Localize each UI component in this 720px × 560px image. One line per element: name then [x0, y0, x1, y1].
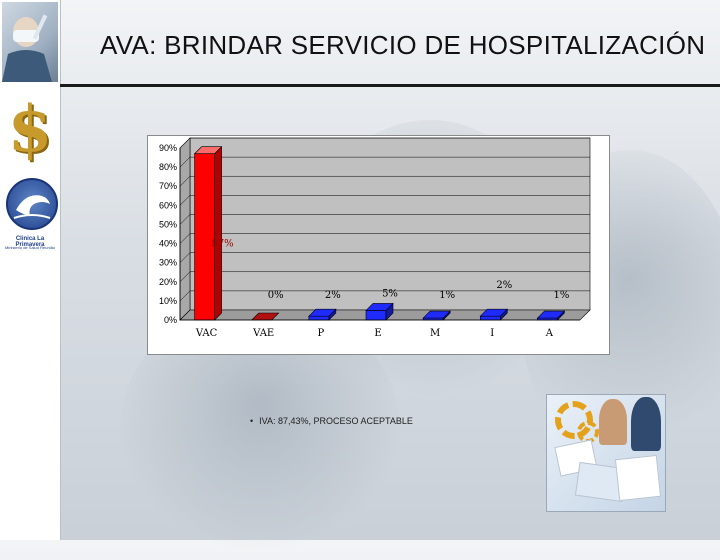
y-tick-label: 10% [159, 296, 177, 306]
data-label: 0% [268, 290, 284, 301]
x-tick-label: I [490, 328, 494, 339]
gridline-side [179, 156, 191, 168]
bar-p [308, 315, 330, 321]
bar-side-vac [214, 146, 222, 321]
data-label: 2% [325, 290, 341, 301]
summary-text: IVA: 87,43%, PROCESO ACEPTABLE [259, 416, 413, 426]
bar-top-m [422, 310, 451, 319]
y-tick-label: 30% [159, 258, 177, 268]
gridline-side [179, 252, 191, 263]
gridline-side [179, 290, 191, 302]
y-tick-label: 90% [159, 143, 177, 153]
bar-top-p [308, 308, 337, 317]
gridline-side [179, 214, 191, 225]
data-label: 1% [553, 290, 569, 301]
doctor-illustration-icon [2, 14, 52, 82]
y-tick-label: 80% [159, 162, 177, 172]
clinic-logo: Clinica La Primavera Ministerio de Salud… [2, 176, 58, 262]
person-figure-woman [599, 399, 627, 445]
bar-top-a [536, 310, 566, 319]
y-tick-label: 60% [159, 200, 177, 210]
clinic-logo-name: Clinica La Primavera [15, 236, 45, 248]
title-underline [60, 84, 720, 87]
x-tick-label: VAE [252, 328, 274, 339]
gridline-side [179, 176, 191, 187]
x-tick-label: E [374, 328, 381, 339]
bar-chart-canvas: 0% 10% 20% 30% 40% 50% 60% 70% 80% 90% VAC 87% VAE 0%… [159, 137, 591, 339]
page-title: AVA: BRINDAR SERVICIO DE HOSPITALIZACIÓN [100, 30, 706, 60]
gridline-side [179, 137, 191, 149]
bar-top-vac [193, 146, 223, 155]
x-tick-label: A [545, 328, 554, 339]
dollar-sign-image: $ [2, 90, 58, 170]
y-tick-label: 50% [159, 219, 177, 229]
gear-icon [555, 401, 593, 439]
bar-top-e [365, 303, 394, 311]
dolphin-logo-icon [6, 178, 58, 230]
data-label: 1% [439, 290, 455, 301]
person-figure-man [631, 397, 661, 451]
bar-vac [194, 153, 215, 321]
bar-chart: 0% 10% 20% 30% 40% 50% 60% 70% 80% 90% VAC 87% VAE 0%… [147, 135, 610, 355]
gridline-side [179, 271, 191, 282]
x-tick-label: VAC [195, 328, 218, 339]
dollar-icon: $ [7, 92, 53, 167]
x-tick-label: M [430, 328, 440, 339]
data-label: 2% [496, 280, 512, 291]
summary-bullet: • IVA: 87,43%, PROCESO ACEPTABLE [250, 416, 413, 426]
clinic-logo-subtitle: Ministerio de Salud Reunião [4, 245, 56, 250]
bar-e [365, 310, 387, 321]
bullet-dot-icon: • [250, 416, 254, 426]
gridline-side [179, 233, 191, 244]
y-tick-label: 20% [159, 277, 177, 287]
x-tick-label: P [317, 328, 324, 339]
left-image-strip: $ Clinica La Primavera Ministerio de Sal… [0, 0, 61, 540]
business-people-image [546, 394, 666, 512]
gridline-side [179, 195, 191, 206]
data-label: 5% [382, 288, 398, 299]
bar-i [479, 315, 501, 321]
data-label: 87% [211, 239, 233, 250]
y-tick-label: 40% [159, 239, 177, 249]
report-paper-icon [614, 454, 662, 502]
bar-top-i [479, 308, 509, 317]
y-tick-label: 70% [159, 181, 177, 191]
chart-back-wall [189, 137, 591, 311]
doctor-photo [2, 2, 58, 82]
y-tick-label: 0% [164, 315, 177, 325]
